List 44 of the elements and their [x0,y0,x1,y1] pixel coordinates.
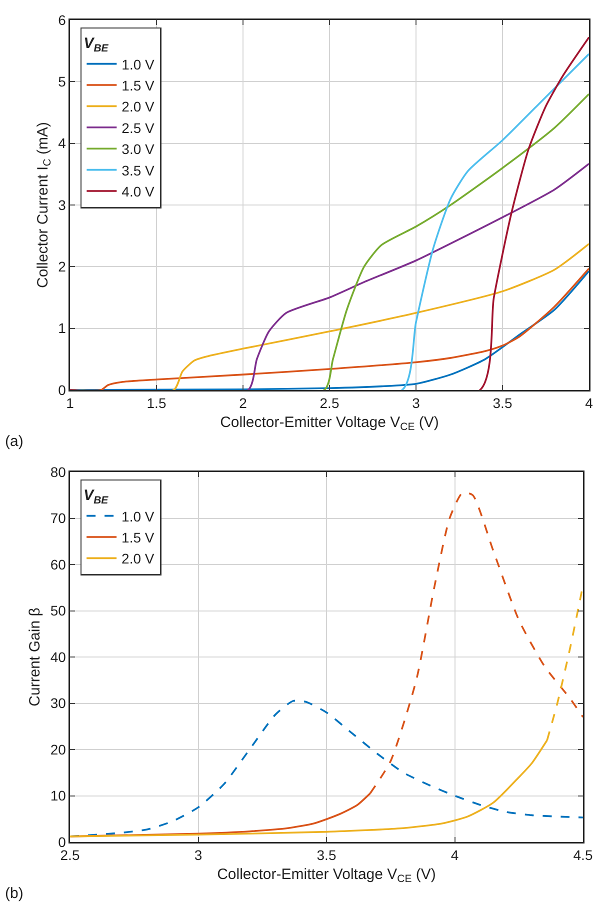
legend-label: 2.0 V [122,550,155,567]
y-tick-label: 60 [50,556,66,572]
y-tick-label: 0 [58,382,66,398]
y-tick-label: 4 [58,135,66,152]
y-tick-label: 0 [58,834,66,850]
y-tick-label: 6 [58,12,66,28]
y-tick-label: 1 [58,320,66,336]
legend-label: 2.5 V [122,120,156,136]
x-tick-label: 3 [412,395,420,412]
y-tick-label: 80 [50,464,66,480]
legend-label: 2.0 V [122,98,156,115]
y-tick-label: 10 [50,788,66,804]
x-axis-title: Collector-Emitter Voltage V$_{CE}$ (V) [217,866,436,886]
x-tick-label: 3.5 [316,847,336,864]
legend-label: 1.0 V [122,508,155,524]
x-tick-label: 4.5 [573,847,593,864]
legend-label: 3.5 V [122,162,156,178]
legend-title: V$_{BE}$ [84,35,110,54]
legend-label: 4.0 V [122,183,156,200]
text: (a) [5,433,24,450]
x-tick-label: 2.5 [320,395,340,412]
x-tick-label: 2 [239,395,248,412]
x-tick-label: 2.5 [60,847,80,864]
y-tick-label: 70 [50,510,66,526]
y-axis-title: Current Gain β [26,607,44,706]
y-tick-label: 2 [58,258,66,275]
y-tick-label: 3 [58,196,66,213]
text: (b) [5,885,24,902]
legend-label: 1.5 V [122,77,156,94]
legend-label: 3.0 V [122,141,156,158]
x-tick-label: 4 [450,847,459,864]
x-tick-label: 3 [194,847,202,864]
y-tick-label: 50 [50,602,66,619]
x-tick-label: 1.5 [146,395,166,412]
x-tick-label: 4 [585,395,594,412]
y-tick-label: 20 [50,741,66,758]
x-axis-title: Collector-Emitter Voltage V$_{CE}$ (V) [220,414,439,434]
legend-label: 1.0 V [122,56,156,72]
legend-title: V$_{BE}$ [84,487,110,506]
x-tick-label: 3.5 [492,395,512,412]
y-tick-label: 30 [50,695,66,712]
y-tick-label: 40 [50,648,66,665]
legend-label: 1.5 V [122,529,155,546]
y-tick-label: 5 [58,74,66,90]
